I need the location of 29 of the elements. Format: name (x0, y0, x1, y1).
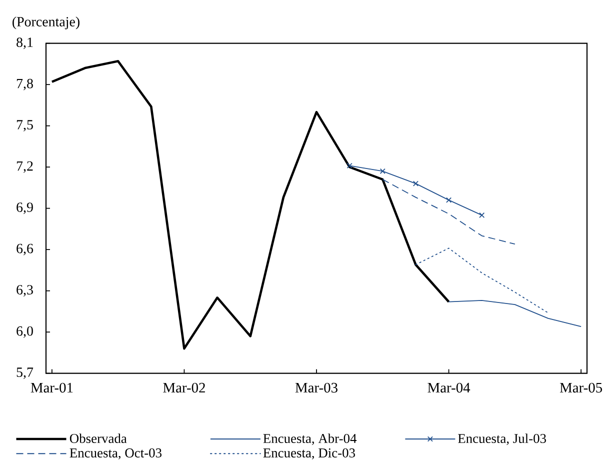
line-series (448, 300, 582, 327)
legend-label: Encuesta, Jul-03 (458, 434, 546, 445)
y-tick-label: 6,9 (16, 202, 33, 214)
legend-label: Encuesta, Dic-03 (263, 448, 355, 460)
x-tick-label: Mar-04 (428, 382, 470, 393)
legend-label: Observada (70, 434, 127, 444)
y-tick-label: 7,2 (16, 161, 33, 173)
line-series (415, 248, 548, 314)
legend-label: Encuesta, Abr-04 (263, 434, 357, 445)
y-tick-label: 6,3 (16, 285, 33, 296)
point (446, 197, 452, 203)
line-series (50, 60, 450, 350)
x-tick-label: Mar-01 (30, 382, 73, 393)
y-tick-label: 5,7 (16, 368, 34, 379)
y-tick-label: 7,5 (16, 120, 33, 132)
point (479, 212, 485, 218)
x-tick-label: Mar-03 (295, 382, 338, 393)
x-tick-label: Mar-05 (560, 382, 602, 393)
y-tick-label: 6,0 (16, 326, 33, 338)
x-tick-label: Mar-02 (163, 382, 205, 393)
y-tick-label: 7,8 (16, 78, 33, 90)
y-axis-title: (Porcentaje) (12, 16, 80, 30)
legend-label: Encuesta, Oct-03 (70, 448, 162, 460)
y-tick-label: 6,6 (16, 244, 34, 256)
line-series (382, 178, 516, 244)
point (346, 162, 352, 168)
y-tick-label: 8,1 (16, 38, 33, 50)
point (380, 168, 386, 174)
point (412, 180, 418, 186)
